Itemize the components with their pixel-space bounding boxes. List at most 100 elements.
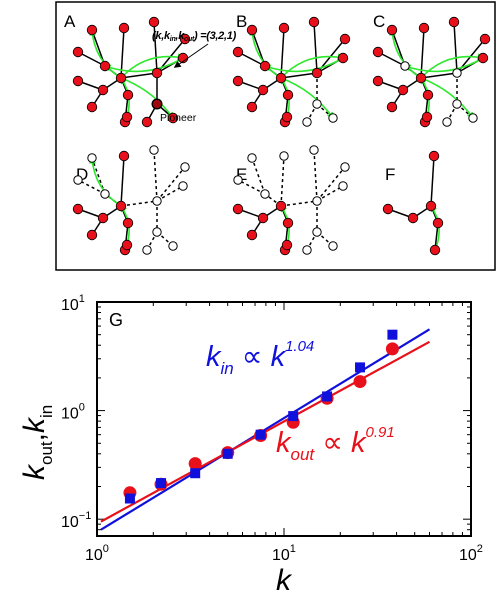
node-removed (73, 175, 83, 185)
node-removed (312, 196, 322, 206)
network-edge (153, 21, 158, 74)
panel-label-f: F (385, 165, 395, 184)
network-edge (156, 185, 184, 202)
network-edge (120, 72, 158, 79)
data-point-out (353, 375, 367, 389)
node-removed (400, 61, 410, 71)
network-e (232, 145, 350, 256)
panel-label-a: A (64, 12, 76, 31)
node (179, 33, 191, 45)
node (382, 203, 394, 215)
node (275, 200, 287, 212)
network-edge (237, 179, 266, 195)
panel-label-b: B (236, 12, 247, 31)
node (121, 111, 133, 123)
node (122, 217, 134, 229)
node (339, 33, 351, 45)
annotation-arrow (173, 43, 209, 68)
network-edge (251, 157, 266, 195)
redirect-arrow (420, 53, 485, 79)
redirect-arrow (280, 77, 334, 120)
redirect-arrow (88, 156, 122, 207)
redirect-arrow (388, 28, 422, 79)
network-edge (280, 72, 318, 79)
node (232, 46, 244, 58)
panel-label-g: G (109, 310, 123, 330)
node-removed (328, 241, 338, 251)
node (386, 24, 398, 36)
node (246, 229, 258, 241)
panel-label-c: C (373, 12, 385, 31)
node-removed (233, 175, 243, 185)
panel-label-e: E (236, 165, 247, 184)
redirect-arrow (263, 57, 344, 73)
node (432, 217, 444, 229)
node (479, 33, 491, 45)
node (372, 75, 384, 87)
node-removed (142, 245, 152, 255)
node (141, 116, 153, 128)
network-edge (313, 149, 318, 202)
node (429, 244, 441, 256)
node (86, 229, 98, 241)
node (99, 60, 111, 72)
node (118, 22, 130, 34)
node (121, 239, 133, 251)
y-tick-label: 100 (61, 402, 85, 423)
node (397, 84, 409, 96)
node-removed (340, 162, 350, 172)
node-removed (178, 181, 188, 191)
node (257, 212, 269, 224)
redirect-arrow (403, 57, 484, 73)
node-removed (312, 227, 322, 237)
node (72, 75, 84, 87)
node-removed (168, 241, 178, 251)
chart-g: G 100 101 102 10−1 100 101 kin ∝ k1.04 kout ∝… (18, 293, 483, 596)
redirect-arrow (280, 53, 345, 79)
network-b (232, 16, 351, 128)
equation-out: kout ∝ k0.91 (276, 424, 395, 464)
fit-line-in (100, 328, 431, 531)
node (448, 16, 460, 28)
node-removed (452, 68, 462, 78)
data-point-in (322, 391, 333, 402)
node (72, 46, 84, 58)
chart-plot-frame (96, 301, 472, 537)
network-edge (316, 185, 344, 202)
node (311, 67, 323, 79)
network-edge (453, 21, 458, 74)
node-removed (180, 162, 190, 172)
node-removed (338, 181, 348, 191)
data-point-in (387, 329, 398, 340)
node-removed (87, 153, 97, 163)
node (421, 111, 433, 123)
redirect-arrow (420, 77, 474, 120)
node (425, 200, 437, 212)
x-tick-label: 102 (459, 543, 483, 564)
network-panels-frame (55, 1, 496, 271)
node (407, 212, 419, 224)
node (275, 72, 287, 84)
network-edge (280, 155, 285, 207)
node-removed (247, 153, 257, 163)
node (97, 84, 109, 96)
node (151, 67, 163, 79)
network-edge (77, 179, 106, 195)
node (86, 101, 98, 113)
network-edge (316, 166, 346, 202)
node (97, 212, 109, 224)
node (477, 52, 489, 64)
node (282, 217, 294, 229)
node-removed (302, 245, 312, 255)
node (422, 89, 434, 101)
network-c (372, 16, 491, 128)
network-edge (153, 149, 158, 202)
node (257, 84, 269, 96)
node (418, 22, 430, 34)
node-removed (302, 117, 312, 127)
y-axis-label: kout,kin (18, 405, 56, 480)
node-removed (149, 145, 159, 155)
node (372, 46, 384, 58)
data-point-in (156, 478, 167, 489)
node (281, 239, 293, 251)
